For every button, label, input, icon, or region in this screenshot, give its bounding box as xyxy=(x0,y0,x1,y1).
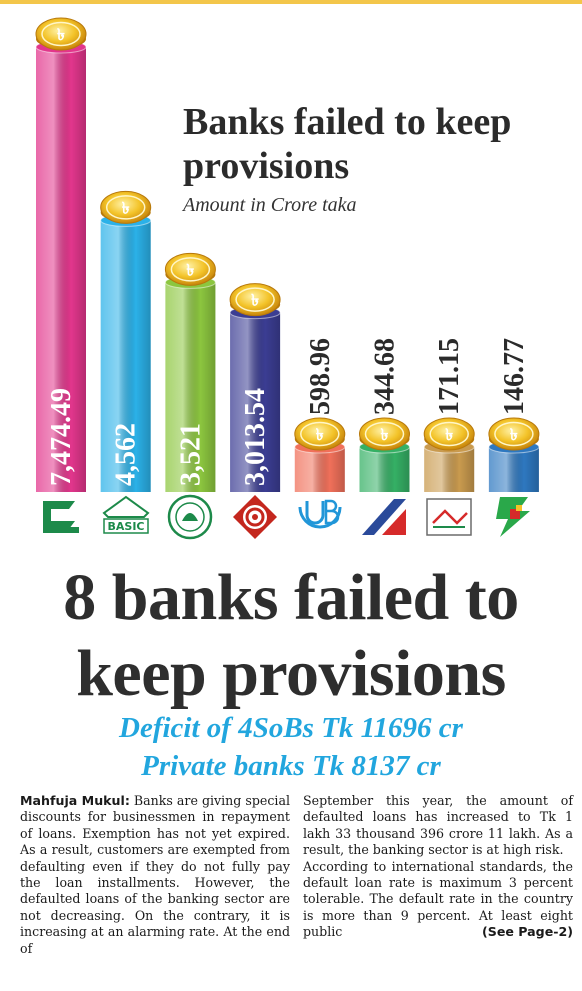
chart-subtitle: Amount in Crore taka xyxy=(183,194,357,216)
coin-icon: ৳ xyxy=(423,417,475,451)
taka-symbol: ৳ xyxy=(445,425,453,444)
value-label: 171.15 xyxy=(434,338,465,415)
value-label: 146.77 xyxy=(499,338,530,415)
coin-icon: ৳ xyxy=(35,17,87,51)
value-label: 3,013.54 xyxy=(240,388,271,486)
value-label: 3,521 xyxy=(175,423,206,486)
bar-shading xyxy=(100,220,151,492)
article-column-1: Mahfuja Mukul: Banks are giving special … xyxy=(20,793,290,957)
bar-shading xyxy=(294,447,345,492)
bar-shading xyxy=(36,47,86,492)
coin-icon: ৳ xyxy=(100,190,152,224)
bar-shading xyxy=(165,282,216,492)
bank-logo-5 xyxy=(298,499,342,529)
see-page-link[interactable]: (See Page-2) xyxy=(482,924,573,940)
headline-line-1: 8 banks failed to xyxy=(63,561,519,634)
value-label: 344.68 xyxy=(370,338,401,415)
taka-symbol: ৳ xyxy=(186,260,194,279)
article-text-col1: Banks are giving special discounts for b… xyxy=(20,793,290,956)
bar-shading xyxy=(359,447,410,492)
bar-8: ৳ 146.77 xyxy=(488,338,540,492)
taka-symbol: ৳ xyxy=(122,198,130,217)
subhead-sob-deficit: Deficit of 4SoBs Tk 11696 cr xyxy=(119,712,463,744)
article-text-col2-p2-body: According to international standards, th… xyxy=(303,858,573,940)
bank-logo-7 xyxy=(426,498,472,536)
bank-logo-6 xyxy=(362,499,406,535)
bar-shading xyxy=(488,447,539,492)
taka-symbol: ৳ xyxy=(251,291,259,310)
bar-shading xyxy=(424,447,475,492)
coin-icon: ৳ xyxy=(164,252,216,286)
coin-icon: ৳ xyxy=(488,417,540,451)
bank-logo-basic: BASIC xyxy=(102,495,150,534)
bar-2: ৳ 4,562 xyxy=(100,190,152,492)
article-column-2: September this year, the amount of defau… xyxy=(303,793,573,941)
bank-logo-3 xyxy=(167,494,213,540)
bar-7: ৳ 171.15 xyxy=(423,338,475,492)
article-text-col2-p1: September this year, the amount of defau… xyxy=(303,793,573,858)
value-label: 7,474.49 xyxy=(46,388,77,486)
coin-icon: ৳ xyxy=(229,283,281,317)
bar-shading xyxy=(230,312,281,492)
bar-5: ৳ 598.96 xyxy=(294,338,346,492)
bar-6: ৳ 344.68 xyxy=(359,338,410,492)
subhead-private-banks: Private banks Tk 8137 cr xyxy=(141,750,441,782)
bar-1: ৳ 7,474.49 xyxy=(35,17,87,492)
headline: 8 banks failed to keep provisions xyxy=(0,560,582,712)
value-label: 598.96 xyxy=(305,338,336,415)
bank-logo-1 xyxy=(39,497,83,537)
taka-symbol: ৳ xyxy=(316,425,324,444)
bank-logo-4 xyxy=(233,495,277,539)
value-label: 4,562 xyxy=(111,423,142,486)
coin-icon: ৳ xyxy=(294,417,346,451)
bar-chart: ৳ 7,474.49 ৳ 4,562 ৳ 3,521 ৳ 3,013.54 ৳ 598.96 ৳ 34… xyxy=(35,17,540,540)
headline-line-2: keep provisions xyxy=(76,637,506,710)
top-rule xyxy=(0,0,582,4)
byline: Mahfuja Mukul: xyxy=(20,793,130,808)
bar-3: ৳ 3,521 xyxy=(164,252,216,492)
bar-4: ৳ 3,013.54 xyxy=(229,283,281,492)
taka-symbol: ৳ xyxy=(57,25,65,44)
bank-logo-8 xyxy=(496,497,530,537)
coin-icon: ৳ xyxy=(359,417,410,451)
chart-title: Banks failed to keep provisions xyxy=(183,101,512,187)
taka-symbol: ৳ xyxy=(381,425,389,444)
taka-symbol: ৳ xyxy=(510,425,518,444)
article-text-col2-p2: According to international standards, th… xyxy=(303,859,573,941)
basic-logo-text: BASIC xyxy=(108,520,145,533)
